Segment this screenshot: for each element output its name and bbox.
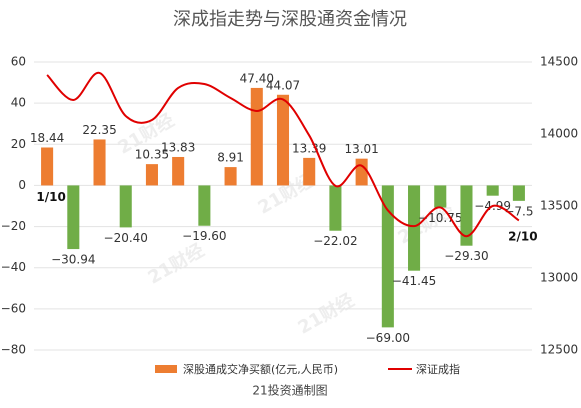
footer: 21投资通制图 [252,383,327,398]
data-label: 22.35 [82,123,116,137]
data-label: −30.94 [51,253,95,267]
bar [250,87,263,186]
x-category-label: 1/10 [36,190,65,204]
bar [172,156,185,186]
data-label: 13.39 [292,141,326,155]
bar [434,185,447,208]
x-category-label: 2/10 [508,229,537,243]
y-tick-label: 40 [11,96,26,110]
bar [381,185,394,328]
bar [276,94,290,186]
y2-tick-label: 13500 [540,199,578,213]
data-label: 8.91 [217,151,244,165]
bar [460,185,473,246]
y2-tick-label: 14500 [540,55,578,69]
data-label: −20.40 [104,231,148,245]
bar [93,139,106,186]
data-label: 10.35 [135,148,169,162]
chart-title: 深成指走势与深股通资金情况 [173,9,407,30]
data-label: −41.45 [392,274,436,288]
bar [408,185,421,271]
y2-tick-label: 13000 [540,271,578,285]
bar [119,185,132,228]
bar [512,185,525,201]
y2-tick-label: 12500 [540,343,578,357]
data-label: −69.00 [366,331,410,345]
data-label: 47.40 [240,71,274,85]
bar [67,185,80,250]
y-tick-label: 60 [11,55,26,69]
watermark: 21财经 [294,289,358,339]
y2-tick-label: 14000 [540,127,578,141]
y-tick-label: 20 [11,137,26,151]
bar [329,185,342,231]
data-label: 13.01 [344,142,378,156]
y-tick-label: −80 [1,343,26,357]
bar [486,185,499,196]
data-label: 44.07 [266,78,300,92]
bar [224,167,237,186]
y-tick-label: −40 [1,260,26,274]
bar [303,157,316,186]
y-tick-label: 0 [18,178,26,192]
bar [198,185,211,226]
data-label: −29.30 [444,249,488,263]
bar [145,164,158,186]
bar [355,158,368,186]
y-tick-label: −20 [1,219,26,233]
bar [41,147,54,186]
y-tick-label: −60 [1,301,26,315]
data-label: 13.83 [161,140,195,154]
data-label: 18.44 [30,131,64,145]
legend-label: 深证成指 [416,362,460,376]
data-label: −19.60 [182,229,226,243]
legend-label: 深股通成交净买额(亿元,人民币) [183,362,338,376]
line [46,71,520,238]
legend-swatch [155,365,177,373]
watermark: 21财经 [144,239,208,289]
data-label: −22.02 [313,234,357,248]
